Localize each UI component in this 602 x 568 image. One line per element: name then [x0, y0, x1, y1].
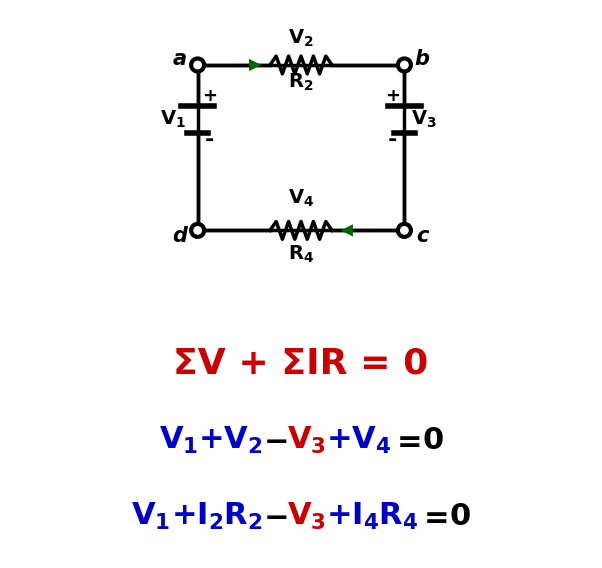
Text: b: b	[415, 49, 430, 69]
Text: $\mathbf{ - }$: $\mathbf{ - }$	[262, 502, 287, 532]
Text: $\mathbf{V_1}$: $\mathbf{V_1}$	[159, 425, 198, 456]
Text: $\mathbf{V_1}$: $\mathbf{V_1}$	[131, 502, 171, 532]
Text: $\mathbf{V_3}$: $\mathbf{V_3}$	[411, 109, 436, 130]
Circle shape	[191, 59, 204, 72]
Text: $\mathbf{ + I_2R_2}$: $\mathbf{ + I_2R_2}$	[171, 502, 262, 532]
Text: c: c	[416, 226, 428, 247]
Circle shape	[191, 224, 204, 237]
Text: -: -	[205, 130, 214, 151]
Text: +: +	[385, 87, 400, 105]
Text: $\mathbf{V_4}$: $\mathbf{V_4}$	[288, 187, 314, 208]
Text: $\mathbf{ = }$: $\mathbf{ = }$	[418, 502, 449, 532]
Text: $\mathbf{R_2}$: $\mathbf{R_2}$	[288, 72, 314, 93]
Text: $\mathbf{ - }$: $\mathbf{ - }$	[262, 425, 287, 455]
Text: $\mathbf{V_2}$: $\mathbf{V_2}$	[288, 28, 314, 49]
Text: $\mathbf{ + V_2}$: $\mathbf{ + V_2}$	[198, 425, 262, 456]
Text: +: +	[202, 87, 217, 105]
Text: $\mathbf{ + I_4R_4}$: $\mathbf{ + I_4R_4}$	[326, 502, 418, 532]
Text: $\mathbf{V_3}$: $\mathbf{V_3}$	[287, 502, 326, 532]
Text: $\mathbf{0}$: $\mathbf{0}$	[449, 502, 471, 532]
Text: $\mathbf{V_1}$: $\mathbf{V_1}$	[160, 109, 185, 130]
Text: a: a	[173, 49, 187, 69]
Circle shape	[398, 224, 411, 237]
Text: $\mathbf{ + V_4}$: $\mathbf{ + V_4}$	[326, 425, 391, 456]
Text: $\mathbf{ = }$: $\mathbf{ = }$	[391, 425, 421, 455]
Circle shape	[398, 59, 411, 72]
Text: ΣV + ΣIR = 0: ΣV + ΣIR = 0	[173, 346, 429, 381]
Text: d: d	[172, 226, 187, 247]
Text: -: -	[388, 130, 397, 151]
Text: $\mathbf{R_4}$: $\mathbf{R_4}$	[288, 243, 314, 265]
Text: $\mathbf{V_3}$: $\mathbf{V_3}$	[287, 425, 326, 456]
Text: $\mathbf{0}$: $\mathbf{0}$	[421, 425, 443, 455]
